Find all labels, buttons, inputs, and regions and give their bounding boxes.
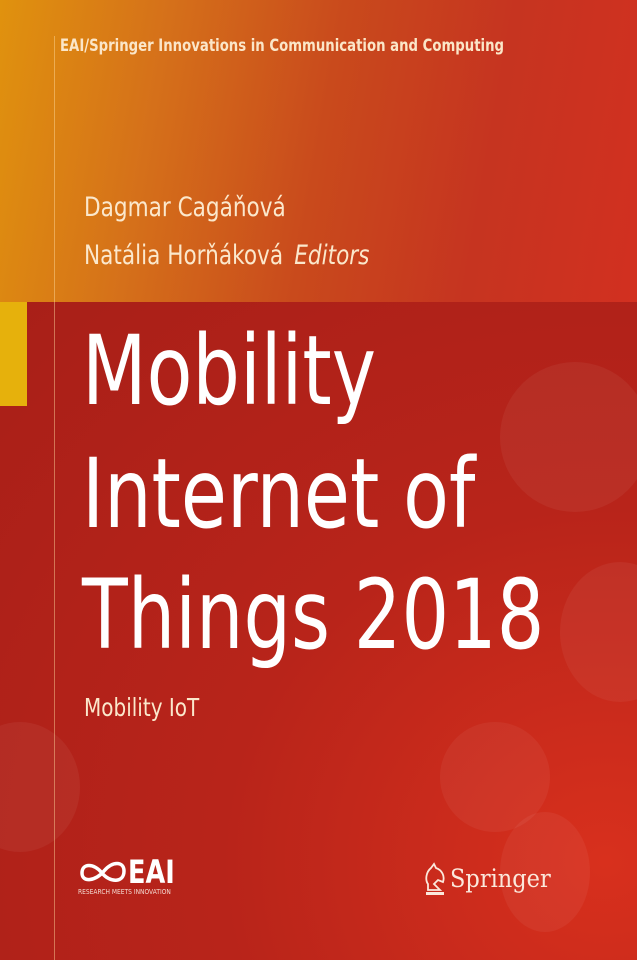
knight-chess-piece-icon [425,862,445,895]
series-title: EAI/Springer Innovations in Communicatio… [60,36,505,56]
editors-label: Editors [294,240,370,271]
springer-wordmark: Springer [450,864,551,893]
title-panel [0,302,637,960]
springer-logo: Springer [422,862,592,902]
divider-line [54,36,55,960]
book-subtitle: Mobility IoT [84,693,200,722]
editor-line: Natália Horňáková Editors [84,240,369,271]
editor-name: Natália Horňáková [84,240,284,271]
eai-logo: EAI RESEARCH MEETS INNOVATION [78,853,218,900]
book-title-line: Internet of [82,438,476,550]
top-gradient-band [0,0,637,302]
eai-infinity-icon [80,861,126,882]
book-title-line: Mobility [82,315,377,427]
accent-block [0,302,27,406]
editor-name: Dagmar Cagáňová [84,192,286,223]
eai-wordmark: EAI [128,853,175,891]
eai-tagline: RESEARCH MEETS INNOVATION [78,888,171,896]
book-title-line: Things 2018 [82,559,545,671]
